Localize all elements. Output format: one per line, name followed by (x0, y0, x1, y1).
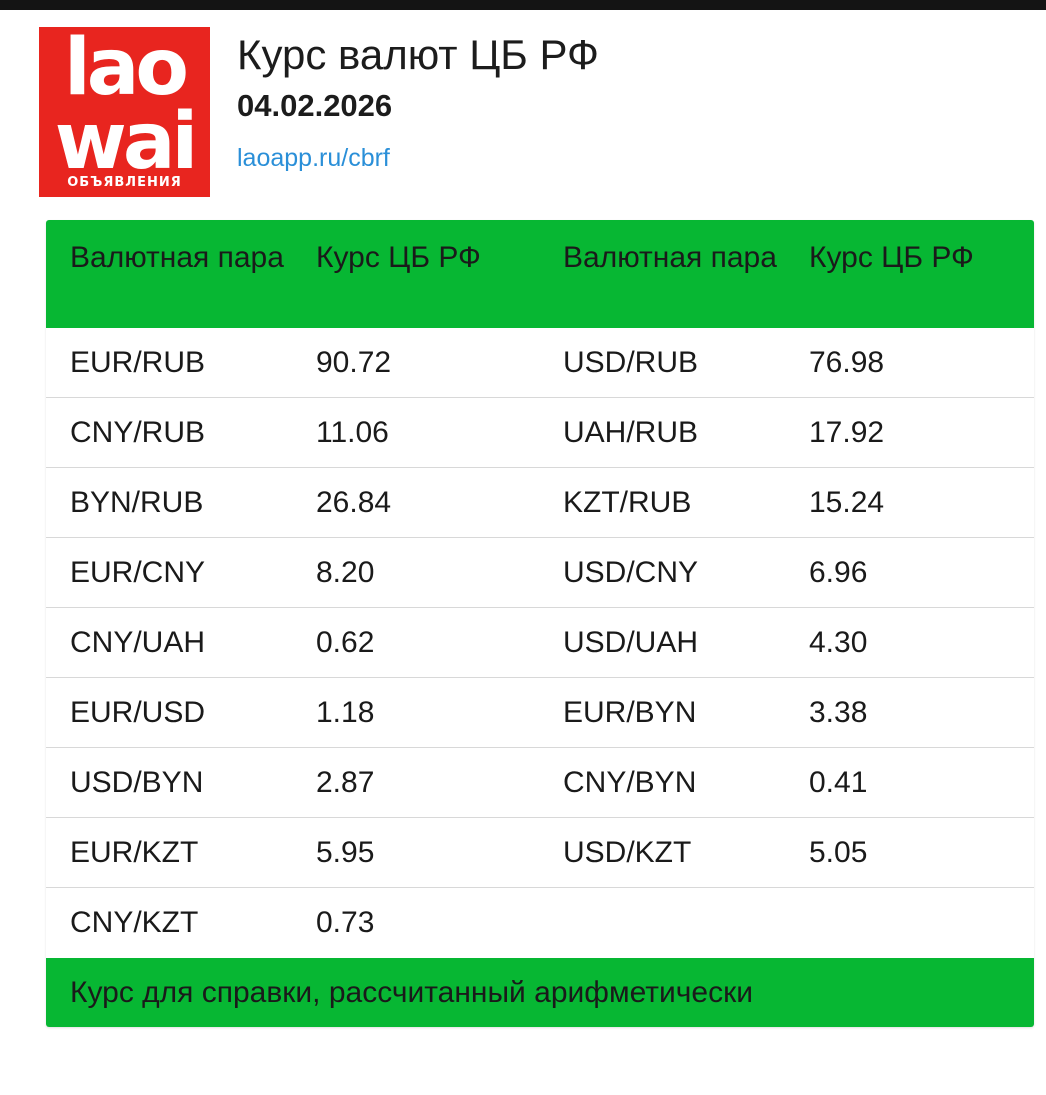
laowai-logo: lao wai ОБЪЯВЛЕНИЯ (39, 27, 210, 197)
header-pair-left: Валютная пара (70, 241, 284, 274)
cell-pair-right: USD/RUB (563, 346, 699, 379)
cell-pair-right: UAH/RUB (563, 416, 699, 449)
table-header: Валютная пара Курс ЦБ РФ Валютная пара К… (46, 220, 1034, 328)
cell-pair-right: CNY/BYN (563, 766, 697, 799)
cell-rate-left: 0.73 (316, 906, 375, 939)
cell-rate-left: 2.87 (316, 766, 375, 799)
cell-pair-right: KZT/RUB (563, 486, 692, 519)
table-row: EUR/KZT 5.95 USD/KZT 5.05 (46, 818, 1034, 888)
cell-rate-left: 8.20 (316, 556, 375, 589)
cell-pair-left: BYN/RUB (70, 486, 204, 519)
cell-pair-left: EUR/CNY (70, 556, 206, 589)
table-footer: Курс для справки, рассчитанный арифметич… (46, 958, 1034, 1027)
cell-rate-left: 26.84 (316, 486, 392, 519)
cell-rate-left: 1.18 (316, 696, 375, 729)
rates-date: 04.02.2026 (237, 88, 393, 123)
table-row: EUR/CNY 8.20 USD/CNY 6.96 (46, 538, 1034, 608)
cell-pair-right: USD/KZT (563, 836, 692, 869)
footer-note: Курс для справки, рассчитанный арифметич… (70, 976, 753, 1009)
cell-pair-left: CNY/RUB (70, 416, 206, 449)
cell-pair-right: USD/UAH (563, 626, 699, 659)
rates-table: Валютная пара Курс ЦБ РФ Валютная пара К… (46, 220, 1034, 1027)
cell-pair-left: CNY/KZT (70, 906, 199, 939)
table-row: EUR/RUB 90.72 USD/RUB 76.98 (46, 328, 1034, 398)
table-row: CNY/KZT 0.73 (46, 888, 1034, 958)
table-row: CNY/UAH 0.62 USD/UAH 4.30 (46, 608, 1034, 678)
table-row: CNY/RUB 11.06 UAH/RUB 17.92 (46, 398, 1034, 468)
table-row: EUR/USD 1.18 EUR/BYN 3.38 (46, 678, 1034, 748)
logo-word-wai: wai (54, 97, 198, 187)
table-row: USD/BYN 2.87 CNY/BYN 0.41 (46, 748, 1034, 818)
header-rate-left: Курс ЦБ РФ (316, 241, 481, 274)
table-row: BYN/RUB 26.84 KZT/RUB 15.24 (46, 468, 1034, 538)
top-status-bar (0, 0, 1046, 10)
cell-pair-right: EUR/BYN (563, 696, 697, 729)
cell-rate-right: 17.92 (809, 416, 885, 449)
logo-word-lao: lao (64, 27, 189, 113)
cell-rate-right: 15.24 (809, 486, 885, 519)
cell-pair-left: EUR/RUB (70, 346, 206, 379)
cell-rate-left: 90.72 (316, 346, 392, 379)
page-title: Курс валют ЦБ РФ (237, 31, 599, 78)
cell-rate-left: 11.06 (316, 416, 389, 449)
cell-pair-right: USD/CNY (563, 556, 699, 589)
cell-rate-right: 6.96 (809, 556, 868, 589)
cell-pair-left: USD/BYN (70, 766, 204, 799)
cell-pair-left: CNY/UAH (70, 626, 206, 659)
header-rate-right: Курс ЦБ РФ (809, 241, 974, 274)
cell-rate-left: 0.62 (316, 626, 375, 659)
cell-rate-right: 5.05 (809, 836, 868, 869)
cell-pair-left: EUR/USD (70, 696, 206, 729)
cell-rate-right: 0.41 (809, 766, 868, 799)
cell-rate-right: 3.38 (809, 696, 868, 729)
cell-rate-right: 4.30 (809, 626, 868, 659)
cell-rate-right: 76.98 (809, 346, 885, 379)
cell-rate-left: 5.95 (316, 836, 375, 869)
header-pair-right: Валютная пара (563, 241, 777, 274)
cell-pair-left: EUR/KZT (70, 836, 199, 869)
source-link[interactable]: laoapp.ru/cbrf (237, 144, 390, 172)
logo-subtitle: ОБЪЯВЛЕНИЯ (67, 175, 182, 190)
